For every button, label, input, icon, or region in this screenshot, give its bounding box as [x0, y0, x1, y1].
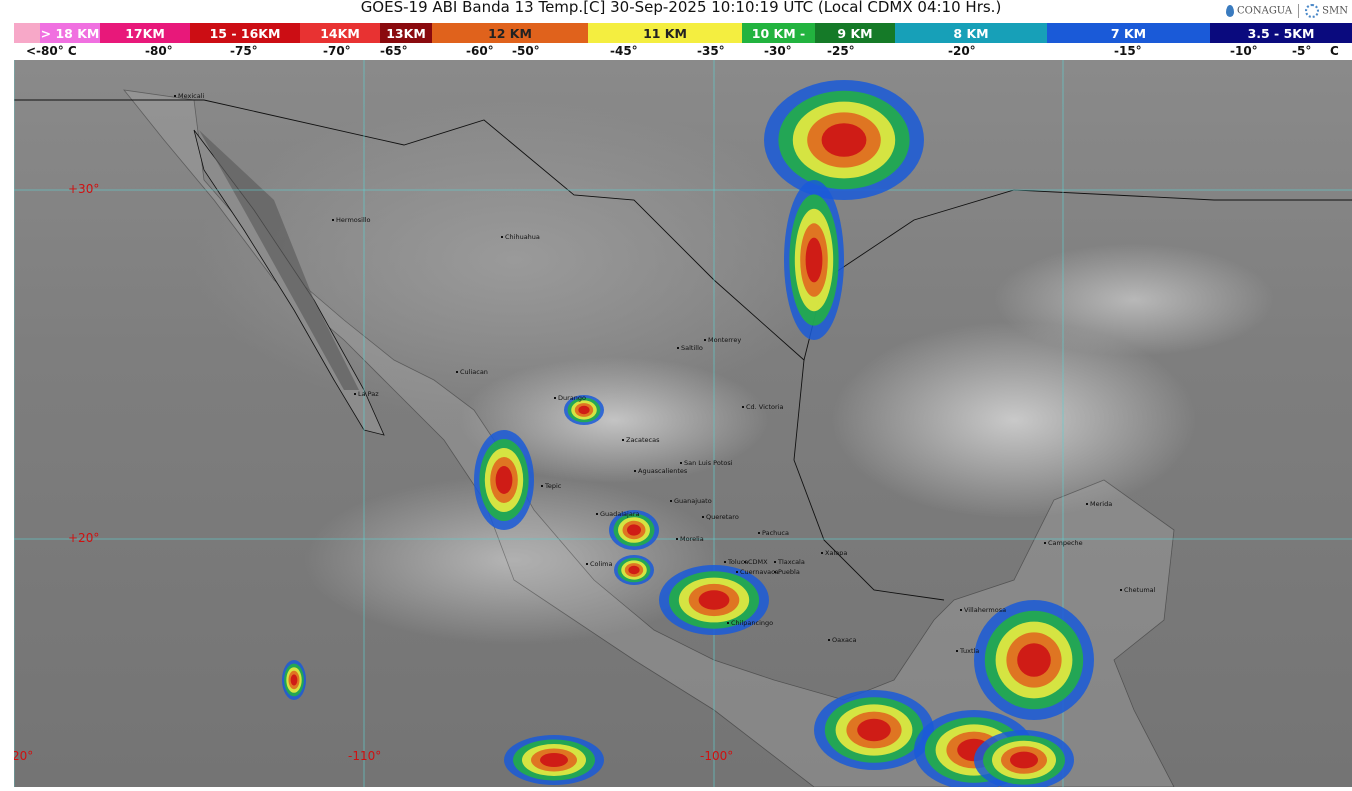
water-drop-icon [1226, 5, 1234, 17]
city-label: Aguascalientes [634, 467, 687, 475]
city-label: Cd. Victoria [742, 403, 783, 411]
legend-segment: 17KM [100, 23, 190, 43]
temperature-scale: <-80° C -80° -75° -70° -65° -60° -50° -45° -35° -… [0, 43, 1352, 60]
temperature-label: -20° [948, 44, 976, 58]
city-label: Morelia [676, 535, 704, 543]
city-label: Chetumal [1120, 586, 1155, 594]
image-title: GOES-19 ABI Banda 13 Temp.[C] 30-Sep-202… [360, 0, 1002, 16]
legend-segment: 3.5 - 5KM [1210, 23, 1352, 43]
city-label: Xalapa [821, 549, 847, 557]
map-overlay [14, 60, 1352, 787]
city-label: Culiacan [456, 368, 488, 376]
city-label: Merida [1086, 500, 1112, 508]
legend-segment: 9 KM [815, 23, 895, 43]
city-label: Guadalajara [596, 510, 639, 518]
smn-emblem-icon [1305, 4, 1320, 18]
city-label: Colima [586, 560, 612, 568]
legend-segment [14, 23, 40, 43]
city-label: Mexicali [174, 92, 204, 100]
convective-cloud [290, 674, 298, 686]
city-label: Puebla [774, 568, 800, 576]
city-label: Durango [554, 394, 586, 402]
city-label: Saltillo [677, 344, 703, 352]
city-label: Oaxaca [828, 636, 857, 644]
city-label: Cuernavaca [736, 568, 779, 576]
convective-cloud [1017, 643, 1051, 677]
legend-segment: 15 - 16KM [190, 23, 300, 43]
temperature-label: -45° [610, 44, 638, 58]
temperature-label: -65° [380, 44, 408, 58]
smn-logo: SMN [1305, 4, 1348, 18]
temperature-label: -30° [764, 44, 792, 58]
temperature-label: -5° [1292, 44, 1312, 58]
convective-cloud [698, 590, 730, 610]
city-label: Tuxtla [956, 647, 979, 655]
city-label: Tlaxcala [774, 558, 805, 566]
convective-cloud [628, 565, 640, 575]
temperature-label: C [1330, 44, 1339, 58]
temperature-label: -75° [230, 44, 258, 58]
city-label: Guanajuato [670, 497, 712, 505]
legend-segment: 7 KM [1047, 23, 1210, 43]
legend-segment: 13KM [380, 23, 432, 43]
temperature-label: -35° [697, 44, 725, 58]
longitude-label: -100° [700, 749, 734, 763]
temperature-label: -70° [323, 44, 351, 58]
city-label: Zacatecas [622, 436, 659, 444]
gulf-of-california [199, 130, 359, 390]
temperature-label: -10° [1230, 44, 1258, 58]
convective-cloud [627, 524, 641, 536]
border-line [14, 99, 1352, 361]
gulf-coastline [793, 359, 945, 601]
city-label: Hermosillo [332, 216, 371, 224]
satellite-map: Mexicali Hermosillo Chihuahua Monterrey Salt… [14, 60, 1352, 787]
city-label: Campeche [1044, 539, 1083, 547]
longitude-label: -110° [348, 749, 382, 763]
city-label: Chilpancingo [727, 619, 773, 627]
temperature-label: <-80° C [26, 44, 77, 58]
city-label: Tepic [541, 482, 561, 490]
city-label: Queretaro [702, 513, 739, 521]
city-label: La Paz [354, 390, 379, 398]
legend-segment: 10 KM - [742, 23, 815, 43]
logo-divider [1298, 4, 1300, 18]
convective-cloud [805, 237, 823, 283]
legend-segment: > 18 KM [40, 23, 100, 43]
convective-cloud [495, 466, 513, 494]
convective-cloud [540, 753, 568, 767]
city-label: Pachuca [758, 529, 789, 537]
legend-segment: 14KM [300, 23, 380, 43]
city-label: Toluca [724, 558, 748, 566]
legend-segment: 8 KM [895, 23, 1047, 43]
temperature-label: -60° [466, 44, 494, 58]
city-label: Villahermosa [960, 606, 1006, 614]
convective-cloud [857, 718, 891, 742]
temperature-label: -25° [827, 44, 855, 58]
latitude-label: +20° [68, 531, 100, 545]
temperature-label: -50° [512, 44, 540, 58]
cloud-top-height-legend: > 18 KM 17KM 15 - 16KM 14KM 13KM 12 KM 11 KM 10… [14, 23, 1352, 43]
temperature-label: -80° [145, 44, 173, 58]
conagua-logo: CONAGUA [1226, 5, 1292, 17]
convective-cloud [578, 405, 590, 415]
longitude-label: -120° [14, 749, 34, 763]
legend-segment: 11 KM [588, 23, 742, 43]
city-label: CDMX [744, 558, 768, 566]
agency-logos: CONAGUA SMN [1226, 4, 1348, 18]
temperature-label: -15° [1114, 44, 1142, 58]
mexico-landmass [123, 89, 1175, 787]
city-label: San Luis Potosi [680, 459, 733, 467]
legend-segment: 12 KM [432, 23, 588, 43]
convective-cloud [821, 123, 867, 157]
latitude-label: +30° [68, 182, 100, 196]
city-label: Monterrey [704, 336, 741, 344]
city-label: Chihuahua [501, 233, 540, 241]
convective-cloud [1010, 751, 1038, 769]
